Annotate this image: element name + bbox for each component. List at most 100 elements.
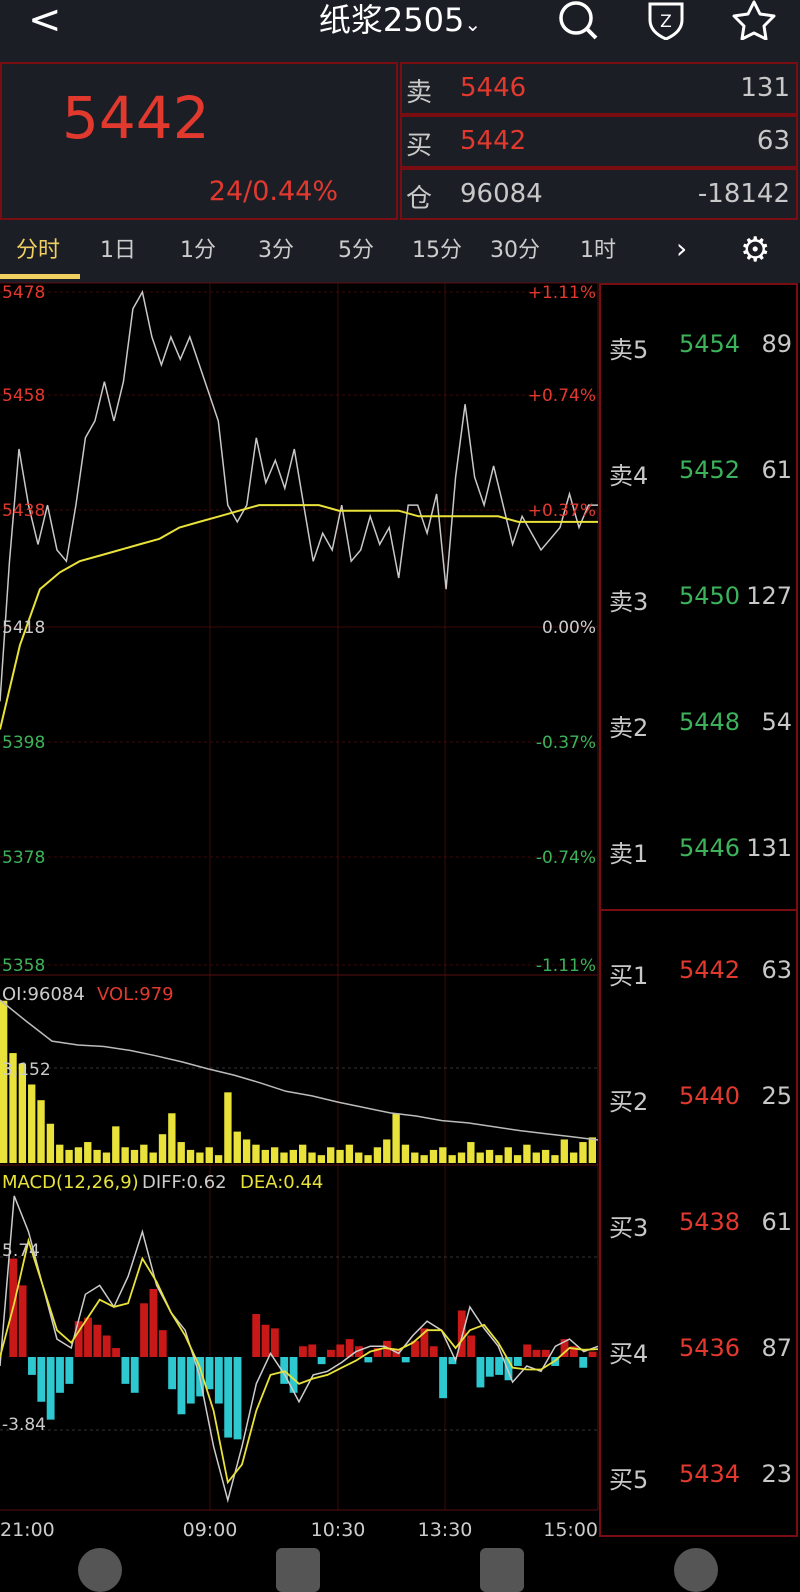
volume-bar bbox=[9, 1053, 17, 1163]
macd-histogram-bar bbox=[280, 1357, 289, 1384]
macd-histogram-bar bbox=[261, 1324, 270, 1357]
macd-histogram-bar bbox=[523, 1344, 532, 1357]
pct-tick-label: -0.74% bbox=[536, 848, 596, 868]
intraday-chart[interactable]: 5478 +1.11% 5458 +0.74% 5438 +0.37% 5418 0.00% 5… bbox=[0, 0, 600, 1540]
level-price: 5446 bbox=[679, 834, 741, 862]
macd-histogram-bar bbox=[448, 1357, 457, 1365]
orderbook-row[interactable]: 卖2 5448 54 bbox=[601, 708, 800, 742]
search-icon[interactable] bbox=[556, 0, 600, 44]
price-tick-label: 5358 bbox=[2, 956, 45, 976]
vol-label: VOL:979 bbox=[97, 984, 174, 1005]
tabs-more-chevron[interactable]: › bbox=[676, 232, 688, 265]
macd-histogram-bar bbox=[476, 1357, 485, 1388]
volume-bar bbox=[401, 1144, 410, 1163]
volume-bar bbox=[261, 1149, 269, 1163]
macd-histogram-bar bbox=[18, 1285, 27, 1357]
tab-6[interactable]: 30分 bbox=[490, 238, 540, 263]
orderbook-row[interactable]: 买3 5438 61 bbox=[601, 1208, 800, 1242]
macd-histogram-bar bbox=[495, 1357, 504, 1375]
level-price: 5450 bbox=[679, 582, 741, 610]
tab-1[interactable]: 1日 bbox=[100, 238, 136, 263]
macd-histogram-bar bbox=[168, 1357, 177, 1390]
level-qty: 23 bbox=[761, 1460, 792, 1488]
level-qty: 25 bbox=[761, 1082, 792, 1110]
tab-7[interactable]: 1时 bbox=[580, 238, 616, 263]
volume-bar bbox=[102, 1152, 111, 1163]
macd-histogram-bar bbox=[308, 1344, 317, 1357]
volume-bar bbox=[158, 1134, 167, 1163]
active-tab-underline bbox=[0, 274, 80, 279]
macd-histogram-bar bbox=[289, 1357, 298, 1393]
level-label: 卖2 bbox=[609, 714, 649, 742]
level-label: 卖3 bbox=[609, 588, 649, 616]
dea-line bbox=[0, 1237, 599, 1485]
level-qty: 127 bbox=[746, 582, 792, 610]
star-icon[interactable] bbox=[730, 0, 778, 44]
contract-title[interactable]: 纸浆2505⌄ bbox=[318, 1, 482, 39]
orderbook-row[interactable]: 卖5 5454 89 bbox=[601, 330, 800, 364]
alert-icon[interactable] bbox=[480, 1548, 524, 1592]
orderbook-row[interactable]: 卖1 5446 131 bbox=[601, 834, 800, 868]
macd-histogram-bar bbox=[233, 1357, 242, 1440]
macd-histogram-bar bbox=[270, 1328, 279, 1357]
macd-histogram-bar bbox=[560, 1339, 569, 1357]
volume-bar bbox=[523, 1144, 531, 1163]
macd-tick: 5.74 bbox=[2, 1241, 40, 1261]
volume-bar bbox=[532, 1152, 540, 1163]
last-price-panel: 5442 24/0.44% bbox=[0, 62, 398, 220]
orderbook-row[interactable]: 买4 5436 87 bbox=[601, 1334, 800, 1368]
macd-histogram-bar bbox=[102, 1335, 111, 1357]
volume-bar bbox=[308, 1152, 316, 1163]
tab-2[interactable]: 1分 bbox=[180, 238, 216, 263]
orderbook-row[interactable]: 卖3 5450 127 bbox=[601, 582, 800, 616]
level-price: 5438 bbox=[679, 1208, 741, 1236]
macd-histogram-bar bbox=[364, 1357, 373, 1363]
trade-icon[interactable] bbox=[78, 1548, 122, 1592]
quote-row-oi: 仓 96084 -18142 bbox=[400, 168, 798, 220]
price-tick-label: 5438 bbox=[2, 501, 45, 521]
macd-histogram-bar bbox=[513, 1357, 522, 1366]
macd-histogram-bar bbox=[74, 1321, 83, 1357]
macd-histogram-bar bbox=[392, 1349, 401, 1357]
volume-bar bbox=[242, 1139, 251, 1163]
macd-histogram-bar bbox=[299, 1346, 307, 1357]
macd-histogram-bar bbox=[121, 1357, 130, 1384]
yuan-icon[interactable] bbox=[674, 1548, 718, 1592]
orderbook-row[interactable]: 买2 5440 25 bbox=[601, 1082, 800, 1116]
macd-histogram-bar bbox=[130, 1357, 139, 1393]
macd-histogram-bar bbox=[355, 1346, 363, 1357]
orderbook-row[interactable]: 买1 5442 63 bbox=[601, 956, 800, 990]
macd-histogram-bar bbox=[439, 1357, 447, 1399]
tab-0[interactable]: 分时 bbox=[16, 238, 61, 263]
level-label: 卖5 bbox=[609, 336, 649, 364]
macd-histogram-bar bbox=[37, 1357, 46, 1402]
volume-bar bbox=[467, 1142, 475, 1163]
shield-z-icon[interactable]: Z bbox=[646, 0, 686, 44]
orderbook-row[interactable]: 买5 5434 23 bbox=[601, 1460, 800, 1494]
tab-4[interactable]: 5分 bbox=[338, 238, 374, 263]
level-qty: 87 bbox=[761, 1334, 792, 1362]
level-qty: 54 bbox=[761, 708, 792, 736]
settings-gear-icon[interactable]: ⚙ bbox=[740, 230, 771, 270]
level-label: 买3 bbox=[609, 1214, 649, 1242]
macd-histogram-bar bbox=[84, 1317, 92, 1357]
volume-bar bbox=[457, 1152, 466, 1163]
back-icon[interactable]: < bbox=[28, 0, 62, 43]
share-icon[interactable] bbox=[276, 1548, 320, 1592]
quote-summary: 卖 5446 131 买 5442 63 仓 96084 -18142 bbox=[400, 62, 798, 220]
macd-histogram-bar bbox=[224, 1357, 233, 1438]
volume-bar bbox=[177, 1142, 185, 1163]
chevron-down-icon: ⌄ bbox=[464, 12, 482, 36]
volume-bar bbox=[149, 1152, 157, 1163]
price-tick-label: 5398 bbox=[2, 733, 45, 753]
orderbook-row[interactable]: 卖4 5452 61 bbox=[601, 456, 800, 490]
volume-bar bbox=[327, 1147, 335, 1163]
tab-3[interactable]: 3分 bbox=[258, 238, 294, 263]
volume-bar bbox=[429, 1149, 438, 1163]
volume-bar bbox=[233, 1131, 241, 1163]
level-qty: 131 bbox=[746, 834, 792, 862]
volume-bar bbox=[56, 1144, 64, 1163]
ask-book: 卖5 5454 89 卖4 5452 61 卖3 5450 127 卖2 5448 54 卖1 5446 1… bbox=[599, 283, 798, 911]
volume-bar bbox=[504, 1147, 512, 1163]
tab-5[interactable]: 15分 bbox=[412, 238, 462, 263]
